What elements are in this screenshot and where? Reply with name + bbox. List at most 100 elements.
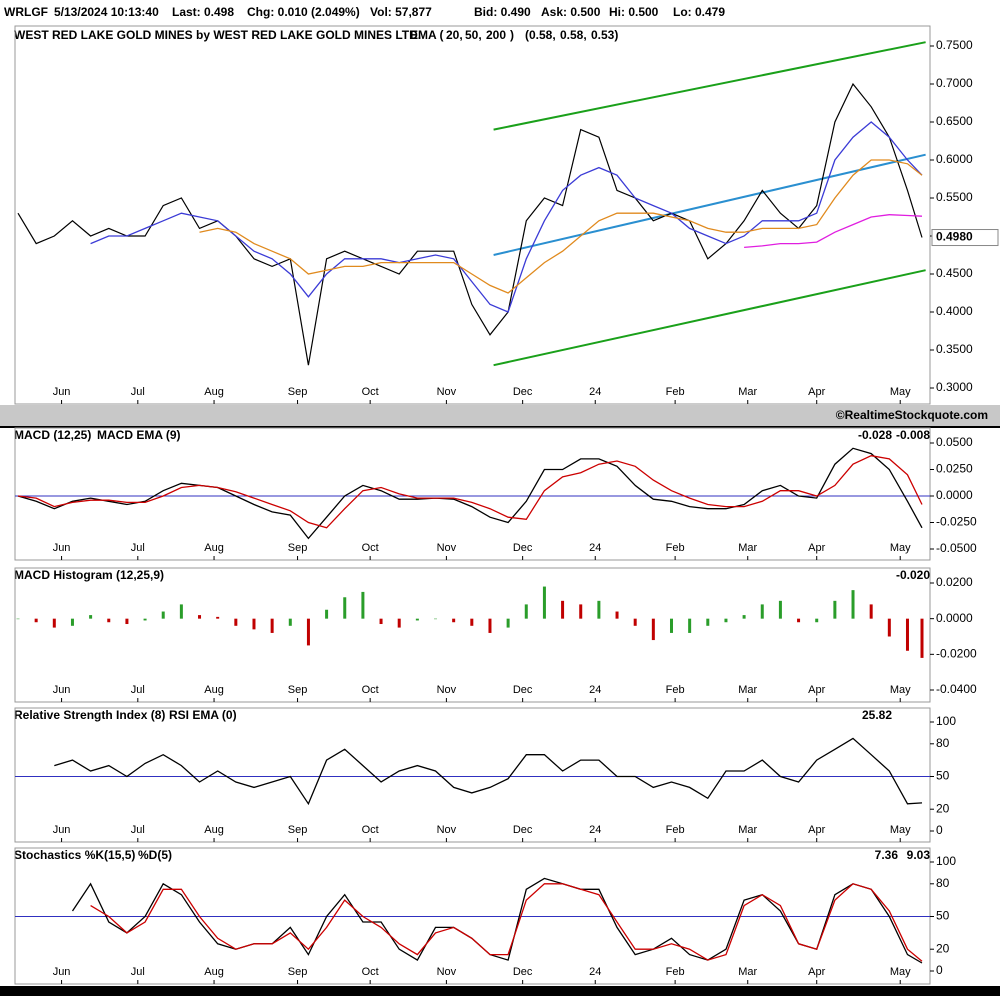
histogram-bar (669, 618, 673, 633)
y-tick-label: 0.6000 (936, 152, 973, 166)
x-tick-label: Mar (738, 824, 757, 836)
histogram-bar (397, 618, 401, 628)
histogram-bar (125, 618, 129, 625)
y-tick-label: 50 (936, 769, 950, 783)
trend-line (493, 269, 926, 367)
x-tick-label: 24 (589, 966, 601, 978)
series-line (17, 447, 923, 540)
x-tick-label: Sep (288, 386, 308, 398)
plot-frame (14, 567, 931, 703)
histogram-bar (920, 618, 924, 658)
x-tick-label: Feb (666, 542, 685, 554)
legend-value: -0.028 (858, 428, 892, 442)
histogram-bar (234, 618, 238, 626)
x-tick-label: Jun (53, 542, 71, 554)
histogram-bar (706, 618, 710, 626)
y-tick-label: -0.0500 (936, 541, 977, 555)
histogram-bar (34, 618, 38, 623)
histogram-bar (579, 604, 583, 619)
histogram-bar (542, 586, 546, 619)
x-tick-label: May (890, 386, 911, 398)
y-tick-label: 20 (936, 941, 950, 955)
legend-entry: %D(5) (138, 848, 172, 862)
y-tick-label: 20 (936, 801, 950, 815)
histogram-bar (52, 618, 56, 628)
bottom-bar (0, 986, 1000, 996)
x-tick-label: Apr (808, 684, 825, 696)
x-tick-label: Jul (131, 966, 145, 978)
x-tick-label: Feb (666, 684, 685, 696)
x-tick-label: Aug (204, 966, 224, 978)
histogram-bar (16, 618, 20, 620)
x-tick-label: 24 (589, 684, 601, 696)
x-tick-label: Aug (204, 824, 224, 836)
y-tick-label: 0.3500 (936, 342, 973, 356)
series-line (17, 455, 923, 529)
histogram-bar (379, 618, 383, 625)
histogram-bar (815, 618, 819, 623)
histogram-bar (651, 618, 655, 641)
x-tick-label: Dec (513, 966, 533, 978)
legend-value: 0.58, (560, 28, 587, 42)
y-tick-label: 0.4500 (936, 266, 973, 280)
plot-frame (14, 707, 931, 843)
legend-value: -0.008 (896, 428, 930, 442)
symbol: WRLGF (4, 5, 48, 19)
x-tick-label: Apr (808, 966, 825, 978)
chart-title: WEST RED LAKE GOLD MINES by WEST RED LAK… (14, 28, 421, 42)
series-line (744, 214, 923, 249)
legend-entry: Relative Strength Index (8) (14, 708, 165, 722)
histogram-bar (343, 597, 347, 619)
x-tick-label: Aug (204, 542, 224, 554)
watermark: ©RealtimeStockquote.com (836, 408, 988, 422)
y-tick-label: 80 (936, 736, 950, 750)
panel-subtitle: RSI EMA (0) (169, 708, 237, 722)
x-tick-label: Jun (53, 386, 71, 398)
histogram-bar (615, 611, 619, 619)
x-tick-label: Mar (738, 684, 757, 696)
histogram-bar (198, 615, 202, 619)
x-tick-label: Mar (738, 386, 757, 398)
x-tick-label: Oct (362, 824, 379, 836)
x-tick-label: Dec (513, 542, 533, 554)
y-tick-label: 0.0250 (936, 462, 973, 476)
histogram-bar (905, 618, 909, 651)
plot-frame (14, 25, 931, 405)
y-tick-label: 0.5500 (936, 190, 973, 204)
histogram-bar (452, 618, 456, 623)
y-tick-label: 100 (936, 714, 956, 728)
x-tick-label: Sep (288, 824, 308, 836)
x-tick-label: Jul (131, 684, 145, 696)
y-tick-label: -0.0200 (936, 647, 977, 661)
separator-band (0, 405, 1000, 426)
histogram-bar (742, 615, 746, 619)
histogram-bar (561, 600, 565, 619)
change: Chg: 0.010 (2.049%) (247, 5, 360, 19)
last-price-label: 0.4980 (936, 230, 973, 244)
series-line (54, 737, 923, 806)
x-tick-label: May (890, 824, 911, 836)
series-line (71, 877, 923, 964)
y-tick-label: 0 (936, 823, 943, 837)
legend-entry: Stochastics %K(15,5) (14, 848, 135, 862)
x-tick-label: Sep (288, 684, 308, 696)
x-tick-label: Jun (53, 684, 71, 696)
histogram-bar (89, 615, 93, 619)
panel-title: MACD Histogram (12,25,9) (14, 568, 164, 582)
series-line (199, 159, 923, 294)
high: Hi: 0.500 (609, 5, 659, 19)
histogram-bar (270, 618, 274, 633)
y-tick-label: 80 (936, 876, 950, 890)
x-tick-label: Apr (808, 542, 825, 554)
separator-line (0, 426, 1000, 428)
histogram-bar (851, 590, 855, 619)
histogram-bar (524, 604, 528, 619)
x-tick-label: Apr (808, 386, 825, 398)
histogram-bar (216, 616, 220, 619)
x-tick-label: Jul (131, 542, 145, 554)
histogram-bar (107, 618, 111, 623)
last-price-box (931, 229, 999, 247)
x-tick-label: Oct (362, 386, 379, 398)
x-tick-label: Oct (362, 966, 379, 978)
